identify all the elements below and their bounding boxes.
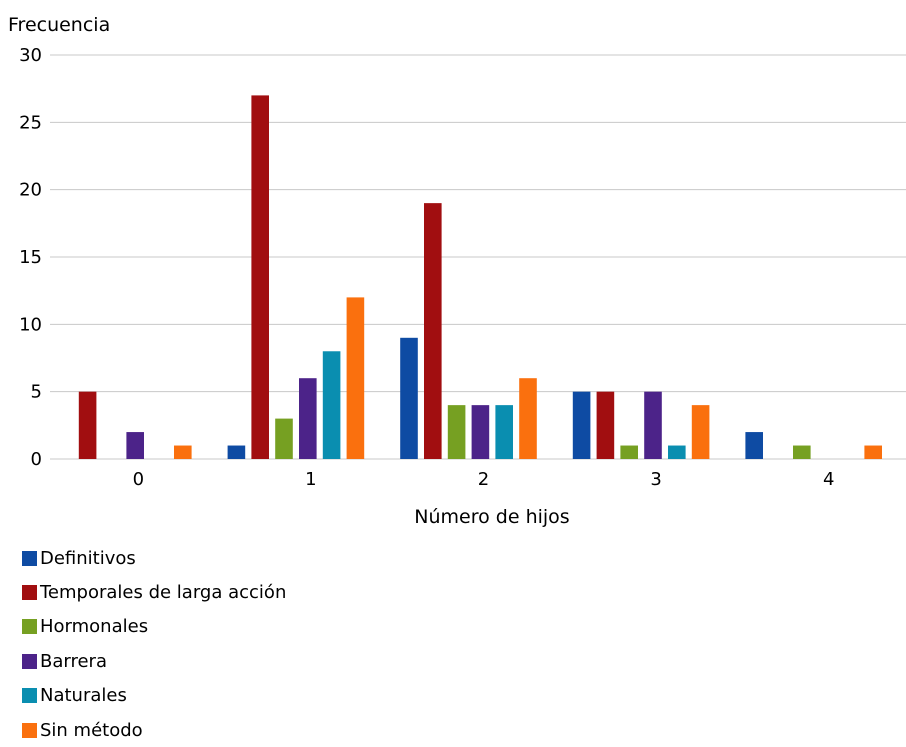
x-tick-label: 1 [305,469,316,490]
bar [572,391,591,459]
legend-swatch [22,550,37,566]
legend-swatch [22,619,37,635]
legend-item: Definitivos [22,541,286,575]
bar [495,405,513,459]
bar [519,378,537,459]
bar [400,337,418,459]
bar [322,351,341,459]
bar [174,445,192,459]
bar [424,203,442,459]
bar [745,432,763,459]
y-tick-label: 30 [19,45,42,66]
x-tick-label: 4 [823,469,834,490]
bar [78,391,97,459]
x-tick-labels: 0 1 2 3 4 [133,469,835,490]
bar [471,405,490,459]
bar [447,405,466,459]
y-tick-label: 20 [19,180,42,201]
legend-item: Barrera [22,644,286,678]
y-axis-label: Frecuencia [8,14,110,36]
legend-item: Hormonales [22,610,286,644]
legend-label: Naturales [40,685,127,707]
bar [620,445,638,459]
bar [864,445,882,459]
legend-swatch [22,722,37,738]
bars [78,95,882,460]
legend-swatch [22,653,37,669]
y-tick-label: 5 [31,382,42,403]
bar [299,378,317,459]
y-tick-label: 10 [19,314,42,335]
legend-label: Definitivos [40,547,136,569]
legend-swatch [22,585,37,601]
y-tick-labels: 0 5 10 15 20 25 30 [19,45,42,470]
legend-label: Temporales de larga acción [40,582,287,604]
legend-item: Sin método [22,713,286,747]
legend-label: Sin método [40,719,143,741]
x-tick-label: 2 [478,469,489,490]
y-tick-label: 25 [19,112,42,133]
bar [644,391,662,459]
legend-item: Temporales de larga acción [22,575,286,609]
bar [596,391,615,459]
bar [346,297,365,459]
legend-item: Naturales [22,679,286,713]
legend-swatch [22,688,37,704]
bar [275,418,293,459]
bar [691,405,710,459]
y-tick-label: 15 [19,247,42,268]
legend: Definitivos Temporales de larga acción Hor… [22,541,286,747]
grid [50,54,906,460]
bar [126,432,144,459]
bar [227,445,246,459]
legend-label: Hormonales [40,616,149,638]
x-tick-label: 3 [650,469,661,490]
bar [251,95,269,460]
bar [793,445,811,459]
bar [668,445,686,459]
legend-label: Barrera [40,650,107,672]
x-tick-label: 0 [133,469,144,490]
y-tick-label: 0 [31,449,42,470]
x-axis-label: Número de hijos [414,506,569,528]
